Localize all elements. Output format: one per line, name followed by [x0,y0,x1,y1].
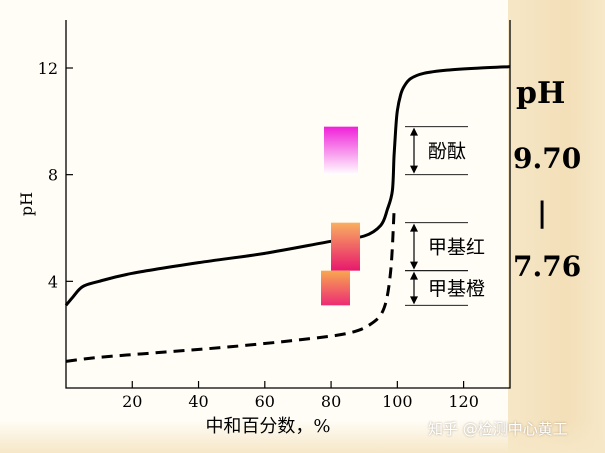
watermark-text: 知乎 @检测中心黄工 [428,420,568,438]
indicator-label-0: 酚酞 [428,141,466,163]
x-axis-label: 中和百分数，% [205,416,330,437]
indicator-arrow-down-2 [410,296,418,305]
side-value-low: 7.76 [513,250,582,283]
x-tick-label-1: 40 [188,392,208,411]
series-dashed-curve [65,211,396,363]
indicator-arrow-down-1 [410,261,418,270]
indicator-block-1 [331,222,360,271]
side-ph-title: pH [516,76,566,111]
x-tick-label-3: 80 [321,392,341,411]
plot-series [64,65,511,363]
side-separator: | [537,196,548,229]
x-tick-label-4: 100 [382,392,413,411]
y-tick-label-2: 12 [38,59,58,78]
bottom-background [0,420,605,453]
indicator-block-0 [324,126,358,175]
indicator-label-1: 甲基红 [428,237,485,259]
plot-axes [65,20,511,389]
axes-frame [65,20,511,389]
series-solid-curve [64,65,511,307]
indicator-arrow-down-0 [410,165,418,174]
side-panel-background [508,0,605,453]
y-axis-label: pH [17,192,36,216]
indicator-block-2 [321,270,350,306]
indicator-label-2: 甲基橙 [428,278,485,300]
y-tick-label-0: 4 [48,272,58,291]
indicator-arrow-up-0 [410,127,418,136]
indicator-arrow-up-1 [410,223,418,232]
y-tick-label-1: 8 [48,166,58,185]
indicator-arrow-up-2 [410,271,418,280]
x-tick-label-0: 20 [122,392,142,411]
axis-labels: 20 40 60 80 100 120 4 8 12 中和百分数，% pH [17,59,479,437]
side-value-high: 9.70 [513,142,582,175]
x-tick-label-5: 120 [448,392,479,411]
x-tick-label-2: 60 [255,392,275,411]
